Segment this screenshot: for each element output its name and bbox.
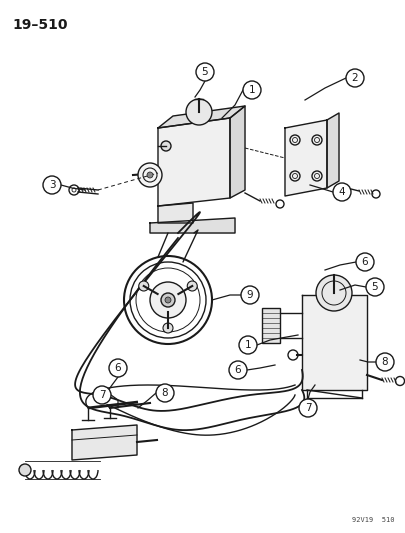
- Text: 8: 8: [381, 357, 387, 367]
- Polygon shape: [72, 425, 136, 460]
- Circle shape: [375, 353, 393, 371]
- Polygon shape: [284, 120, 326, 196]
- Circle shape: [243, 81, 260, 99]
- Circle shape: [147, 172, 153, 178]
- Circle shape: [149, 282, 185, 318]
- Text: 4: 4: [338, 187, 345, 197]
- Circle shape: [239, 336, 256, 354]
- Circle shape: [124, 256, 211, 344]
- Circle shape: [332, 183, 350, 201]
- Text: 19–510: 19–510: [12, 18, 67, 32]
- Circle shape: [43, 176, 61, 194]
- Circle shape: [355, 253, 373, 271]
- Circle shape: [298, 399, 316, 417]
- Circle shape: [162, 323, 173, 333]
- Circle shape: [138, 163, 162, 187]
- Text: 9: 9: [246, 290, 253, 300]
- Polygon shape: [158, 118, 230, 206]
- Text: 92V19  510: 92V19 510: [352, 517, 394, 523]
- Circle shape: [241, 286, 258, 304]
- Polygon shape: [149, 218, 234, 233]
- Circle shape: [228, 361, 246, 379]
- Circle shape: [156, 384, 174, 402]
- Circle shape: [93, 386, 111, 404]
- Polygon shape: [158, 106, 244, 128]
- Text: 5: 5: [201, 67, 208, 77]
- Circle shape: [109, 359, 127, 377]
- Circle shape: [315, 275, 351, 311]
- Polygon shape: [301, 295, 366, 390]
- Polygon shape: [230, 106, 244, 198]
- Circle shape: [187, 281, 197, 291]
- Text: 2: 2: [351, 73, 358, 83]
- Text: 6: 6: [361, 257, 367, 267]
- Text: 7: 7: [304, 403, 311, 413]
- Text: 5: 5: [371, 282, 377, 292]
- Polygon shape: [158, 203, 192, 223]
- Circle shape: [161, 141, 171, 151]
- Circle shape: [164, 297, 171, 303]
- Text: 6: 6: [234, 365, 241, 375]
- Polygon shape: [326, 113, 338, 188]
- Circle shape: [185, 99, 211, 125]
- Text: 1: 1: [244, 340, 251, 350]
- Circle shape: [345, 69, 363, 87]
- Text: 7: 7: [98, 390, 105, 400]
- Circle shape: [161, 293, 175, 307]
- Text: 1: 1: [248, 85, 255, 95]
- Text: 3: 3: [49, 180, 55, 190]
- Circle shape: [196, 63, 213, 81]
- Text: 8: 8: [161, 388, 168, 398]
- Circle shape: [19, 464, 31, 476]
- Circle shape: [139, 281, 148, 291]
- FancyBboxPatch shape: [261, 308, 279, 343]
- Circle shape: [365, 278, 383, 296]
- Text: 6: 6: [114, 363, 121, 373]
